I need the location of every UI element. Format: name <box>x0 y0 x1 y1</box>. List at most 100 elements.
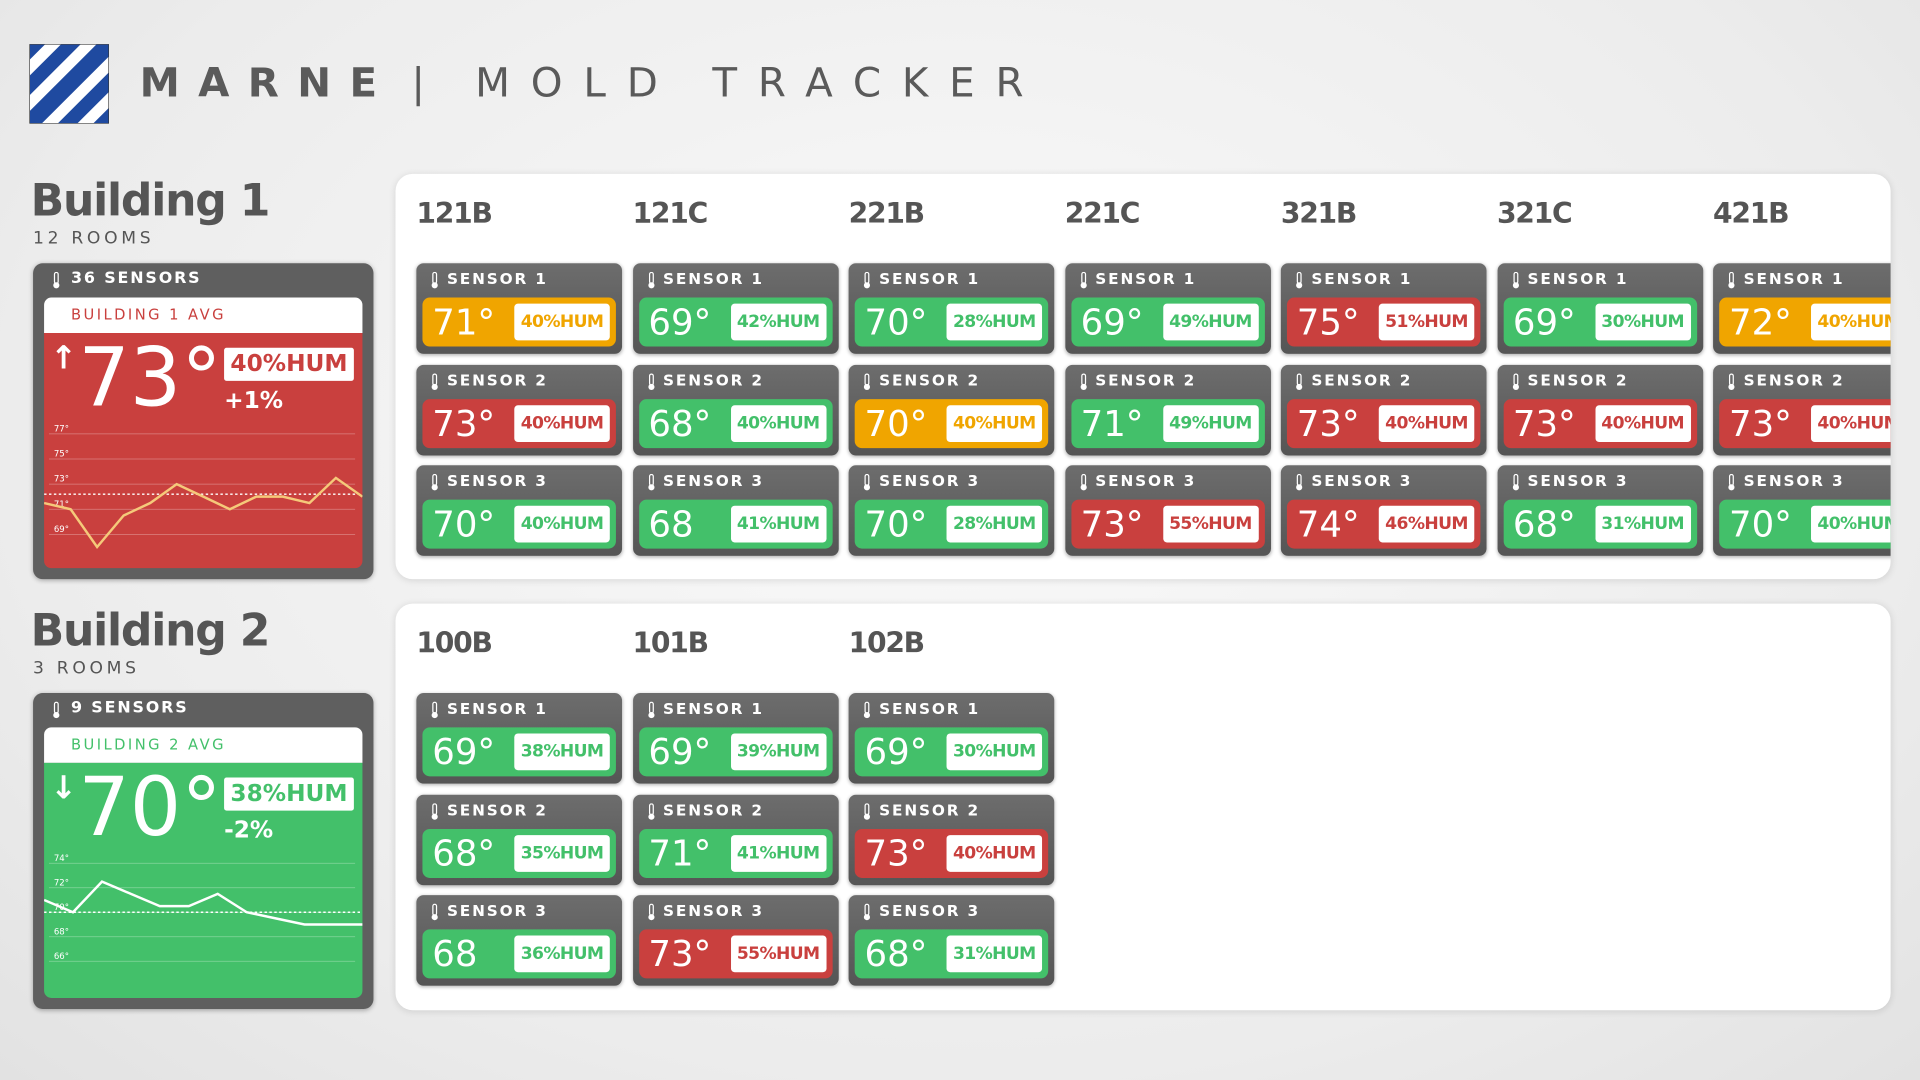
sensor-humidity: 41%HUM <box>730 505 826 543</box>
sensor-tile: SENSOR 3 68° 31%HUM <box>848 895 1055 986</box>
thermometer-icon <box>1296 372 1303 390</box>
sensor-status: 68° 31%HUM <box>1503 499 1697 549</box>
sensor-tile: SENSOR 2 68° 40%HUM <box>632 364 839 455</box>
thermometer-icon <box>431 903 438 921</box>
sensor-status: 71° 49%HUM <box>1070 398 1265 448</box>
brand: MARNE <box>139 58 396 107</box>
sensors-count: 36 SENSORS <box>71 269 202 288</box>
thermometer-icon <box>647 903 654 921</box>
sensor-status: 70° 28%HUM <box>854 297 1049 347</box>
sensor-tile: SENSOR 1 69° 38%HUM <box>416 693 623 784</box>
sensor-label: SENSOR 1 <box>663 269 764 288</box>
sensor-tile: SENSOR 2 73° 40%HUM <box>848 794 1055 885</box>
sensor-label: SENSOR 3 <box>1095 471 1197 490</box>
thermometer-icon <box>863 903 871 921</box>
sensor-label: SENSOR 2 <box>1311 370 1413 389</box>
sensor-label: SENSOR 3 <box>663 471 764 490</box>
sensor-temp: 73° <box>1296 402 1360 444</box>
thermometer-icon <box>863 372 871 390</box>
sensor-temp: 70° <box>864 503 928 545</box>
sensor-humidity: 40%HUM <box>1811 505 1891 543</box>
sensor-humidity: 40%HUM <box>1378 404 1475 442</box>
thermometer-icon <box>1512 473 1519 491</box>
thermometer-icon <box>431 701 438 719</box>
thermometer-icon <box>647 802 654 820</box>
thermometer-icon <box>1728 271 1735 289</box>
building-card: 36 SENSORS BUILDING 1 AVG ↑ 73° 40%HUM +1% 77°… <box>33 263 374 580</box>
sensor-tile: SENSOR 2 71° 41%HUM <box>632 794 839 885</box>
thermometer-icon <box>1512 372 1519 390</box>
y-tick-label: 75° <box>54 450 69 460</box>
sensor-tile: SENSOR 1 71° 40%HUM <box>416 263 623 354</box>
sensor-temp: 71° <box>648 832 712 874</box>
building-name: Building 2 <box>30 606 271 657</box>
building-card: 9 SENSORS BUILDING 2 AVG ↓ 70° 38%HUM -2% 74° 7… <box>33 693 374 1009</box>
avg-label: BUILDING 2 AVG <box>71 735 226 754</box>
sensor-label: SENSOR 2 <box>1095 370 1197 389</box>
thermometer-icon <box>863 802 871 820</box>
avg-body: ↓ 70° 38%HUM -2% 74° 72° 70° 68° 66° <box>44 760 363 998</box>
building-name: Building 1 <box>30 176 271 227</box>
thermometer-icon <box>431 802 438 820</box>
y-tick-label: 71° <box>54 500 69 510</box>
sensor-label: SENSOR 1 <box>1743 269 1845 288</box>
sensor-tile: SENSOR 1 69° 42%HUM <box>632 263 839 354</box>
sensor-tile: SENSOR 3 73° 55%HUM <box>632 895 839 986</box>
sensor-humidity: 51%HUM <box>1378 303 1475 341</box>
thermometer-icon <box>431 473 438 491</box>
sensor-label: SENSOR 3 <box>446 471 548 490</box>
sensor-tile: SENSOR 3 68 36%HUM <box>416 895 623 986</box>
y-tick-label: 66° <box>54 952 69 962</box>
sensor-label: SENSOR 3 <box>879 471 980 490</box>
thermometer-icon <box>1728 473 1735 491</box>
room-name: 321C <box>1496 198 1573 231</box>
sensor-temp: 73° <box>1080 503 1144 545</box>
sensor-label: SENSOR 3 <box>1743 471 1845 490</box>
rooms-count: 3 ROOMS <box>33 658 140 679</box>
sensor-status: 68° 40%HUM <box>638 398 833 448</box>
thermometer-icon <box>1080 473 1087 491</box>
avg-humidity: 40%HUM <box>224 347 354 381</box>
avg-humidity: 38%HUM <box>224 777 354 811</box>
sensor-humidity: 31%HUM <box>946 935 1043 973</box>
room-name: 121B <box>416 198 493 231</box>
sensor-status: 73° 40%HUM <box>1286 398 1481 448</box>
rooms-panel: 100B SENSOR 1 69° 38%HUM SENSOR 2 68° 35%HUM SE… <box>395 603 1891 1011</box>
sensor-humidity: 41%HUM <box>730 834 826 872</box>
separator: | <box>411 58 426 107</box>
sensor-status: 73° 40%HUM <box>1503 398 1697 448</box>
trend-chart: 77° 75° 73° 71° 69° <box>44 424 363 549</box>
sensor-humidity: 40%HUM <box>514 505 610 543</box>
sensor-temp: 70° <box>864 402 928 444</box>
room-name: 121C <box>632 198 708 231</box>
sensor-label: SENSOR 3 <box>879 901 980 920</box>
sensor-humidity: 40%HUM <box>1811 303 1891 341</box>
sensor-tile: SENSOR 2 73° 40%HUM <box>1280 364 1487 455</box>
room-name: 100B <box>416 628 493 661</box>
sensor-temp: 69° <box>1512 301 1576 343</box>
thermometer-icon <box>647 473 654 491</box>
room-name: 321B <box>1280 198 1358 231</box>
thermometer-icon <box>863 473 871 491</box>
sensor-humidity: 49%HUM <box>1162 404 1259 442</box>
sensor-label: SENSOR 1 <box>879 699 980 718</box>
trend-arrow: ↓ <box>50 770 77 807</box>
sensor-status: 73° 40%HUM <box>854 828 1049 878</box>
avg-body: ↑ 73° 40%HUM +1% 77° 75° 73° 71° 69° <box>44 331 363 569</box>
sensor-temp: 70° <box>1728 503 1792 545</box>
sensor-humidity: 36%HUM <box>514 935 610 973</box>
trend-line <box>44 880 363 926</box>
sensor-temp: 68 <box>432 933 478 975</box>
thermometer-icon <box>863 701 871 719</box>
sensor-humidity: 30%HUM <box>946 733 1043 771</box>
y-tick-label: 77° <box>54 424 69 434</box>
sensor-label: SENSOR 2 <box>1527 370 1629 389</box>
sensor-temp: 69° <box>864 731 928 773</box>
sensor-tile: SENSOR 1 69° 49%HUM <box>1064 263 1271 354</box>
avg-label: BUILDING 1 AVG <box>71 306 226 324</box>
room-name: 221B <box>848 198 926 231</box>
sensor-label: SENSOR 2 <box>879 370 980 389</box>
rooms-count: 12 ROOMS <box>33 228 155 249</box>
thermometer-icon <box>863 271 871 289</box>
